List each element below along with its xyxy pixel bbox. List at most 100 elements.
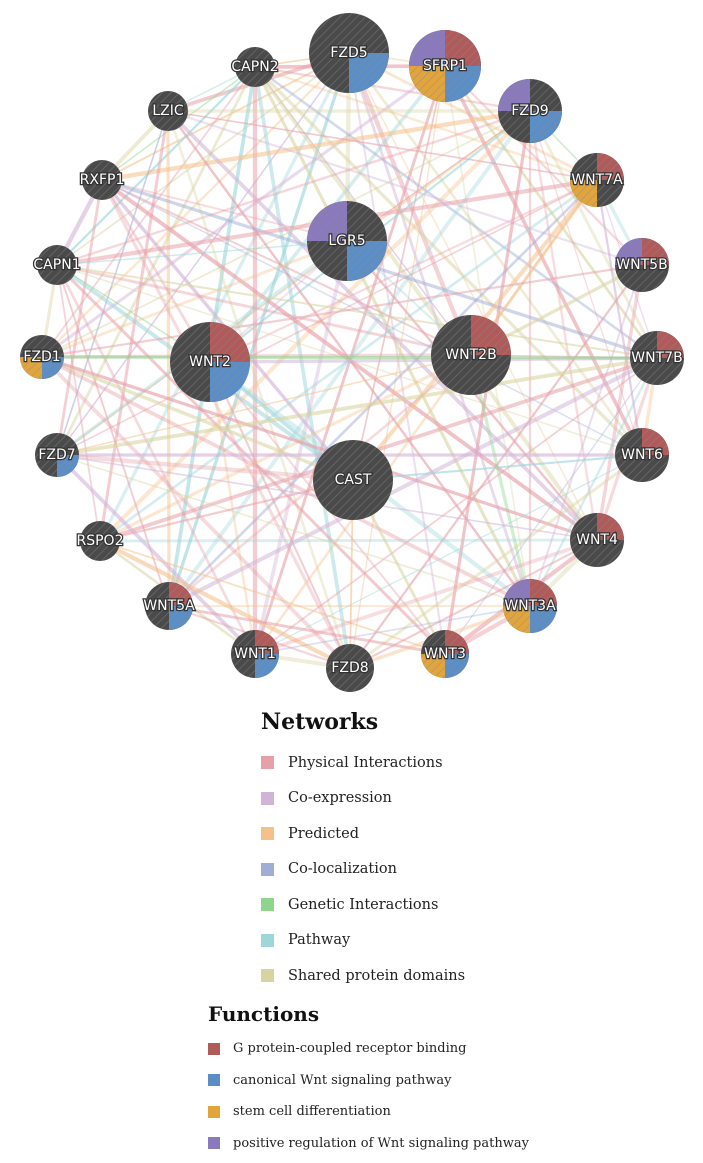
network-edge bbox=[348, 52, 446, 655]
function-swatch bbox=[208, 1137, 220, 1150]
network-edge bbox=[100, 179, 352, 669]
gene-node-hatch bbox=[235, 47, 275, 87]
gene-node[interactable]: RSPO2 bbox=[75, 521, 125, 561]
gene-node-label: WNT3 bbox=[424, 646, 466, 662]
functions-legend: G protein-coupled receptor binding canoni… bbox=[208, 1033, 529, 1159]
gene-node-hatch bbox=[570, 153, 624, 207]
network-edge bbox=[254, 454, 643, 655]
network-edge bbox=[98, 109, 532, 543]
gene-node-hatch bbox=[409, 30, 481, 102]
network-edge bbox=[254, 65, 658, 360]
network-edge bbox=[444, 65, 643, 266]
network-edge bbox=[254, 605, 531, 655]
network-edge bbox=[349, 264, 643, 669]
network-edge bbox=[349, 453, 643, 670]
network-type-legend-label: Physical Interactions bbox=[288, 754, 443, 771]
gene-node-label: WNT5A bbox=[143, 598, 195, 614]
network-edge bbox=[167, 109, 643, 267]
network-edge bbox=[41, 355, 598, 542]
gene-node-label: LGR5 bbox=[328, 233, 365, 249]
gene-node-label: FZD8 bbox=[331, 660, 368, 676]
network-edge bbox=[595, 264, 644, 541]
network-edge bbox=[101, 52, 350, 181]
network-type-swatch bbox=[261, 933, 274, 947]
gene-node-label: WNT7B bbox=[631, 350, 682, 366]
network-edge bbox=[41, 110, 531, 358]
network-edges bbox=[40, 51, 659, 671]
network-edge bbox=[529, 264, 643, 607]
network-edge bbox=[101, 108, 531, 183]
networks-legend-title: Networks bbox=[261, 709, 379, 735]
network-type-swatch bbox=[261, 791, 274, 805]
gene-node-label: CAST bbox=[335, 472, 372, 488]
network-edge bbox=[56, 354, 472, 456]
network-edge bbox=[167, 110, 598, 181]
function-legend-item: positive regulation of Wnt signaling pat… bbox=[208, 1128, 529, 1160]
gene-node[interactable]: WNT3 bbox=[421, 630, 469, 678]
gene-node[interactable]: LGR5 bbox=[307, 201, 387, 281]
network-edge bbox=[529, 110, 643, 456]
gene-node-hatch bbox=[326, 644, 374, 692]
gene-node[interactable]: FZD8 bbox=[326, 644, 374, 692]
network-edge bbox=[56, 356, 658, 457]
network-type-swatch bbox=[261, 756, 274, 770]
gene-node[interactable]: FZD9 bbox=[498, 79, 562, 143]
network-type-swatch bbox=[261, 969, 274, 983]
network-edge bbox=[168, 179, 598, 607]
gene-node-hatch bbox=[313, 440, 393, 520]
network-edge bbox=[41, 52, 350, 358]
network-edge bbox=[349, 539, 598, 669]
network-type-swatch bbox=[261, 898, 274, 912]
network-edge bbox=[98, 110, 170, 542]
function-swatch bbox=[208, 1105, 220, 1118]
gene-node[interactable]: RXFP1 bbox=[78, 160, 126, 200]
function-legend-label: canonical Wnt signaling pathway bbox=[233, 1072, 452, 1088]
gene-node[interactable]: WNT7A bbox=[570, 153, 624, 207]
network-edge bbox=[99, 538, 598, 543]
gene-node[interactable]: CAPN1 bbox=[32, 245, 82, 285]
gene-node-label: LZIC bbox=[152, 103, 184, 119]
gene-node-label: WNT5B bbox=[616, 257, 667, 273]
gene-node[interactable]: WNT3A bbox=[503, 579, 557, 633]
network-edge bbox=[101, 178, 658, 360]
gene-node[interactable]: CAST bbox=[313, 440, 393, 520]
gene-node[interactable]: CAPN2 bbox=[230, 47, 280, 87]
network-edge bbox=[528, 110, 659, 359]
network-edge bbox=[254, 65, 531, 113]
gene-node[interactable]: WNT7B bbox=[630, 331, 684, 385]
network-edge bbox=[56, 109, 531, 267]
gene-node-label: FZD5 bbox=[330, 45, 367, 61]
function-legend-label: G protein-coupled receptor binding bbox=[233, 1041, 467, 1057]
gene-node[interactable]: FZD1 bbox=[20, 335, 64, 379]
gene-node[interactable]: WNT2B bbox=[431, 315, 511, 395]
gene-node[interactable]: WNT4 bbox=[570, 513, 624, 567]
network-edge bbox=[352, 65, 446, 481]
gene-node-label: WNT6 bbox=[621, 447, 663, 463]
gene-node-label: RXFP1 bbox=[80, 172, 125, 188]
gene-node[interactable]: FZD5 bbox=[309, 13, 389, 93]
gene-node-label: WNT2B bbox=[445, 347, 496, 363]
network-edge bbox=[101, 179, 348, 242]
gene-node[interactable]: WNT5B bbox=[615, 238, 669, 292]
gene-node[interactable]: FZD7 bbox=[35, 433, 79, 477]
gene-node[interactable]: WNT2 bbox=[170, 322, 250, 402]
function-legend-label: stem cell differentiation bbox=[233, 1104, 391, 1120]
network-edge bbox=[55, 66, 257, 456]
function-legend-item: canonical Wnt signaling pathway bbox=[208, 1065, 529, 1097]
gene-node[interactable]: LZIC bbox=[148, 91, 188, 131]
network-edge bbox=[56, 179, 598, 456]
network-edge bbox=[55, 263, 447, 656]
network-edge bbox=[469, 354, 532, 607]
gene-node[interactable]: WNT6 bbox=[615, 428, 669, 482]
gene-node-hatch bbox=[307, 201, 387, 281]
network-edge bbox=[166, 109, 599, 542]
network-edge bbox=[349, 65, 446, 669]
gene-node[interactable]: SFRP1 bbox=[409, 30, 481, 102]
gene-node[interactable]: WNT5A bbox=[142, 582, 196, 630]
network-edge bbox=[99, 539, 351, 670]
network-edge bbox=[55, 179, 104, 456]
gene-node[interactable]: WNT1 bbox=[231, 630, 279, 678]
network-edge bbox=[55, 264, 257, 655]
network-type-legend-label: Co-expression bbox=[288, 790, 392, 807]
gene-node-label: CAPN1 bbox=[33, 257, 80, 273]
